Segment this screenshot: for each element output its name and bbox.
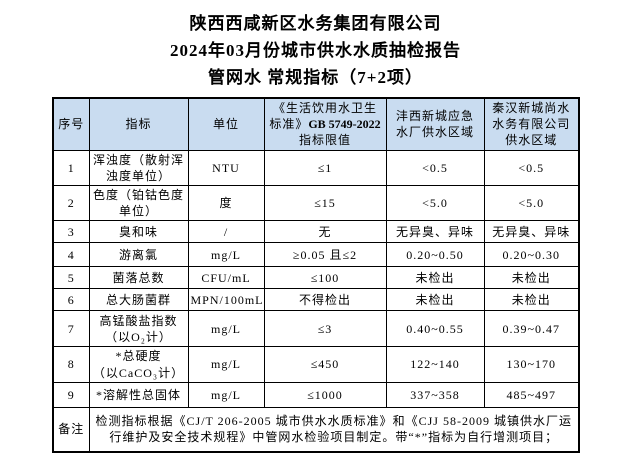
cell-region1-value: 未检出: [385, 288, 485, 312]
col-header-unit: 单位: [187, 97, 265, 151]
table-row: 6 总大肠菌群 MPN/100mL 不得检出 未检出 未检出: [52, 288, 580, 312]
note-text: 检测指标根据《CJ/T 206-2005 城市供水水质标准》和《CJJ 58-2…: [88, 406, 580, 453]
cell-no: 8: [52, 346, 90, 383]
table-header-row: 序号 指标 单位 《生活饮用水卫生 标准》GB 5749-2022 指标限值 沣…: [52, 97, 580, 151]
cell-limit: ≤100: [263, 266, 387, 290]
table-row: 4 游离氯 mg/L ≥0.05 且≤2 0.20~0.50 0.20~0.30: [52, 242, 580, 268]
cell-limit: ≤1000: [263, 381, 387, 408]
cell-region2-value: 130~170: [483, 346, 580, 383]
cell-region1-value: 337~358: [385, 381, 485, 408]
cell-region1-value: <0.5: [385, 149, 485, 186]
cell-region2-value: 未检出: [483, 266, 580, 290]
cell-indicator: 总大肠菌群: [88, 288, 189, 312]
cell-indicator: 臭和味: [88, 220, 189, 244]
cell-no: 3: [52, 220, 90, 244]
col-header-indicator: 指标: [88, 97, 189, 151]
cell-unit: mg/L: [187, 310, 265, 348]
cell-unit: mg/L: [187, 346, 265, 383]
limit-header-standard-code: GB 5749-2022: [308, 117, 381, 132]
note-label: 备注: [52, 406, 90, 453]
cell-indicator: *溶解性总固体: [88, 381, 189, 408]
table-row: 9 *溶解性总固体 mg/L ≤1000 337~358 485~497: [52, 381, 580, 408]
cell-indicator: 色度（铂钴色度 单位）: [88, 184, 189, 222]
cell-no: 5: [52, 266, 90, 290]
water-quality-table: 序号 指标 单位 《生活饮用水卫生 标准》GB 5749-2022 指标限值 沣…: [52, 97, 580, 454]
cell-indicator: 高锰酸盐指数 （以O₂计）: [88, 310, 189, 348]
cell-unit: CFU/mL: [187, 266, 265, 290]
cell-region2-value: <0.5: [483, 149, 580, 186]
report-title: 2024年03月份城市供水水质抽检报告: [170, 41, 461, 60]
limit-header-line1: 《生活饮用水卫生: [272, 101, 377, 115]
table-row: 5 菌落总数 CFU/mL ≤100 未检出 未检出: [52, 266, 580, 290]
cell-region1-value: 122~140: [385, 346, 485, 383]
limit-header-line2-pre: 标准》: [269, 117, 309, 132]
cell-no: 6: [52, 288, 90, 312]
cell-region2-value: 0.39~0.47: [483, 310, 580, 348]
cell-limit: ≥0.05 且≤2: [263, 242, 387, 268]
table-row: 2 色度（铂钴色度 单位） 度 ≤15 <5.0 <5.0: [52, 184, 580, 222]
col-header-limit: 《生活饮用水卫生 标准》GB 5749-2022 指标限值: [263, 97, 387, 151]
report-title-block: 陕西西咸新区水务集团有限公司 2024年03月份城市供水水质抽检报告 管网水 常…: [0, 10, 631, 91]
col-header-no: 序号: [52, 97, 90, 151]
cell-region2-value: 未检出: [483, 288, 580, 312]
cell-region1-value: 无异臭、异味: [385, 220, 485, 244]
limit-header-line3: 指标限值: [298, 133, 351, 148]
cell-indicator: 浑浊度（散射浑 浊度单位）: [88, 149, 189, 186]
cell-unit: mg/L: [187, 242, 265, 268]
cell-indicator: *总硬度 （以CaCO₃计）: [88, 346, 189, 383]
cell-limit: ≤15: [263, 184, 387, 222]
cell-region2-value: 0.20~0.30: [483, 242, 580, 268]
cell-indicator: 菌落总数: [88, 266, 189, 290]
cell-limit: ≤1: [263, 149, 387, 186]
table-row: 3 臭和味 / 无 无异臭、异味 无异臭、异味: [52, 220, 580, 244]
cell-region1-value: 0.40~0.55: [385, 310, 485, 348]
cell-region2-value: 485~497: [483, 381, 580, 408]
cell-region2-value: 无异臭、异味: [483, 220, 580, 244]
cell-unit: NTU: [187, 149, 265, 186]
cell-no: 1: [52, 149, 90, 186]
cell-region1-value: <5.0: [385, 184, 485, 222]
cell-no: 4: [52, 242, 90, 268]
table-row: 1 浑浊度（散射浑 浊度单位） NTU ≤1 <0.5 <0.5: [52, 149, 580, 186]
cell-region1-value: 0.20~0.50: [385, 242, 485, 268]
cell-no: 2: [52, 184, 90, 222]
cell-limit: ≤450: [263, 346, 387, 383]
cell-unit: mg/L: [187, 381, 265, 408]
col-header-region1: 沣西新城应急 水厂供水区域: [385, 97, 485, 151]
cell-region2-value: <5.0: [483, 184, 580, 222]
limit-header-line2: 标准》GB 5749-2022: [267, 116, 384, 132]
cell-region1-value: 未检出: [385, 266, 485, 290]
cell-limit: ≤3: [263, 310, 387, 348]
report-subtitle: 管网水 常规指标（7+2项）: [208, 68, 423, 87]
cell-indicator: 游离氯: [88, 242, 189, 268]
cell-limit: 不得检出: [263, 288, 387, 312]
cell-no: 9: [52, 381, 90, 408]
cell-unit: /: [187, 220, 265, 244]
table-row: 8 *总硬度 （以CaCO₃计） mg/L ≤450 122~140 130~1…: [52, 346, 580, 383]
cell-unit: 度: [187, 184, 265, 222]
table-row: 7 高锰酸盐指数 （以O₂计） mg/L ≤3 0.40~0.55 0.39~0…: [52, 310, 580, 348]
cell-no: 7: [52, 310, 90, 348]
company-name: 陕西西咸新区水务集团有限公司: [189, 14, 442, 33]
note-row: 备注 检测指标根据《CJ/T 206-2005 城市供水水质标准》和《CJJ 5…: [52, 406, 580, 453]
cell-unit: MPN/100mL: [187, 288, 265, 312]
cell-limit: 无: [263, 220, 387, 244]
col-header-region2: 秦汉新城尚水 水务有限公司 供水区域: [483, 97, 580, 151]
